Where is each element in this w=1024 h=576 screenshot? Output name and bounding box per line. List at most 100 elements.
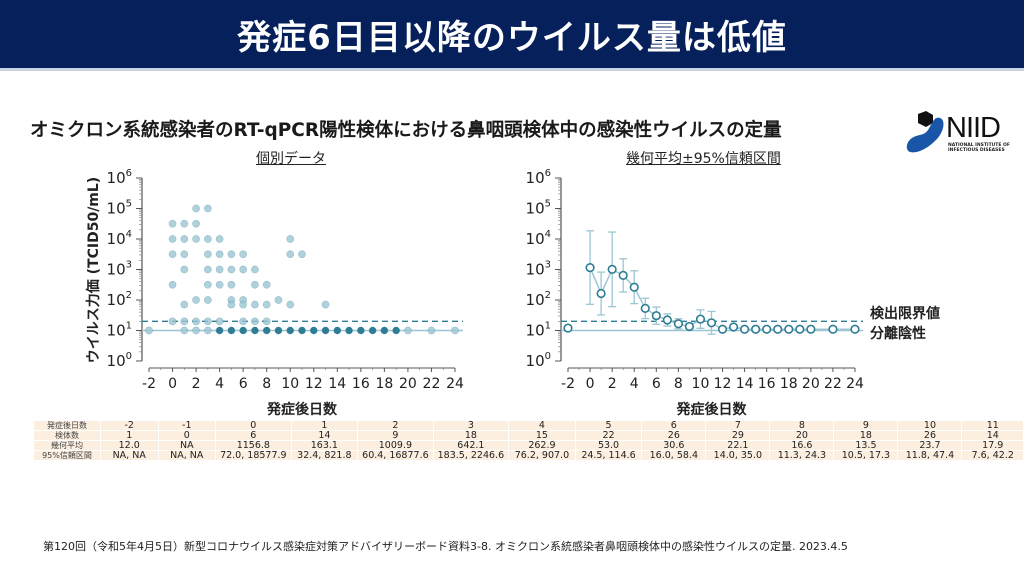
table-row: 幾何平均 12.0 NA 1156.8 163.1 1009.9 642.1 262.9 53.… (33, 440, 1024, 451)
data-point (333, 326, 342, 335)
data-point (203, 280, 212, 289)
data-point (203, 326, 212, 335)
mean-point (706, 318, 717, 328)
y-tick-label: 101 (526, 321, 551, 340)
table-cell: 15 (508, 430, 576, 441)
table-cell: 26 (897, 430, 963, 441)
table-cell: 29 (705, 430, 771, 441)
table-cell: 26 (641, 430, 707, 441)
table-cell: 20 (769, 430, 835, 441)
data-point (203, 235, 212, 243)
data-point (251, 280, 259, 289)
data-point (321, 300, 330, 309)
table-cell: 0 (215, 420, 292, 431)
y-tick-label: 103 (107, 260, 132, 279)
data-point (168, 235, 177, 243)
table-row-header: 95%信頼区間 (33, 450, 101, 461)
table-cell: 17.9 (961, 440, 1024, 451)
data-point (286, 235, 295, 243)
table-cell: 6 (641, 420, 707, 431)
mean-point (695, 314, 706, 324)
mean-point (728, 322, 739, 332)
table-cell: 11.8, 47.4 (897, 450, 963, 461)
data-point (192, 317, 200, 326)
x-tick-label: 20 (399, 376, 417, 392)
table-cell: 22 (574, 430, 643, 441)
data-point (215, 235, 224, 243)
mean-point (585, 262, 595, 273)
table-cell: 8 (769, 420, 835, 431)
table-cell: 1009.9 (357, 440, 434, 451)
x-tick-label: 0 (168, 376, 177, 392)
data-point (286, 250, 295, 259)
table-cell: 10 (897, 420, 963, 431)
data-point (239, 326, 248, 335)
y-tick-label: 100 (526, 351, 551, 370)
mean-point (640, 303, 650, 314)
table-cell: NA (157, 440, 217, 451)
y-tick-label: 102 (107, 290, 132, 309)
data-point (251, 326, 259, 335)
table-cell: 0 (157, 430, 217, 441)
table-cell: 7.6, 42.2 (961, 450, 1024, 461)
x-tick-label: 14 (736, 376, 754, 392)
data-point (262, 300, 271, 309)
table-cell: NA, NA (99, 450, 159, 461)
table-cell: 262.9 (508, 440, 576, 451)
table-cell: 16.6 (769, 440, 835, 451)
table-cell: 24.5, 114.6 (574, 450, 643, 461)
data-point (251, 300, 259, 309)
data-point (203, 250, 212, 259)
mean-point (795, 324, 805, 334)
data-point (180, 235, 189, 243)
x-tick-label: 12 (714, 376, 732, 392)
table-cell: 32.4, 821.8 (290, 450, 359, 461)
data-point (309, 326, 318, 335)
data-point (168, 250, 177, 259)
data-point (192, 296, 200, 304)
x-tick-label: 10 (692, 376, 710, 392)
table-cell: 183.5, 2246.6 (432, 450, 510, 461)
y-tick-label: 100 (107, 351, 132, 370)
table-cell: 6 (215, 430, 292, 441)
y-tick-label: 105 (526, 199, 551, 218)
x-tick-label: 24 (846, 376, 864, 392)
x-axis-label: 発症後日数 (266, 401, 338, 418)
x-tick-label: 24 (446, 376, 464, 392)
table-row: 発症後日数 -2 -1 0 1 2 3 4 5 6 7 8 9 10 11 (33, 420, 1024, 431)
x-tick-label: 4 (630, 376, 639, 392)
data-point (227, 300, 236, 309)
detection-limit-label: 検出限界値 (870, 305, 940, 322)
table-cell: 14.0, 35.0 (705, 450, 771, 461)
data-point (368, 326, 377, 335)
x-tick-label: -2 (142, 376, 156, 392)
table-cell: 2 (357, 420, 434, 431)
data-point (251, 265, 259, 274)
data-point (215, 317, 224, 326)
table-cell: 12.0 (99, 440, 159, 451)
x-tick-label: -2 (561, 376, 575, 392)
y-tick-label: 101 (107, 321, 132, 340)
data-point (262, 326, 271, 335)
data-point (239, 250, 248, 259)
x-axis-label: 発症後日数 (676, 401, 748, 418)
data-point (274, 296, 283, 304)
data-point (180, 300, 189, 309)
x-tick-label: 8 (674, 376, 683, 392)
x-tick-label: 2 (608, 376, 617, 392)
table-cell: 1 (290, 420, 359, 431)
table-cell: 76.2, 907.0 (508, 450, 576, 461)
data-point (239, 300, 248, 309)
y-tick-label: 104 (526, 229, 551, 248)
mean-point (651, 311, 661, 321)
y-tick-label: 106 (107, 168, 132, 187)
table-row-header: 検体数 (33, 430, 101, 441)
data-point (251, 317, 259, 326)
mean-point (806, 324, 816, 334)
header-bar: 発症6日目以降のウイルス量は低値 (0, 0, 1024, 71)
niid-logo-icon (906, 111, 944, 153)
data-point (227, 280, 236, 289)
table-cell: 1 (99, 430, 159, 441)
